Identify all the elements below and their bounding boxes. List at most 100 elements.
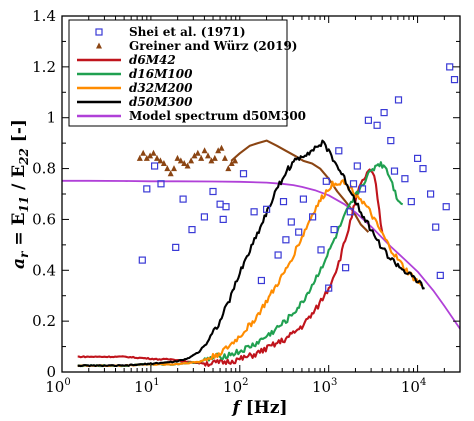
shei-data-point xyxy=(282,236,290,244)
greiner-data-point xyxy=(232,157,239,164)
shei-data-point xyxy=(373,121,381,129)
shei-data-point xyxy=(172,243,180,251)
shei-data-point xyxy=(216,200,224,208)
shei-data-point xyxy=(257,276,265,285)
legend-label: Shei et al. (1971) xyxy=(129,25,246,39)
shei-data-point xyxy=(274,251,282,259)
shei-data-point xyxy=(330,226,338,234)
legend: Shei et al. (1971)Greiner and Würz (2019… xyxy=(68,19,306,127)
y-tick-label: 0 xyxy=(46,363,56,381)
shei-data-point xyxy=(157,180,165,188)
shei-data-point xyxy=(419,165,427,173)
shei-data-point xyxy=(299,195,307,203)
shei-data-point xyxy=(325,284,333,292)
shei-data-point xyxy=(200,213,208,221)
greiner-data-point xyxy=(184,162,191,169)
legend-label: d50M300 xyxy=(129,95,193,109)
y-tick-label: 0.2 xyxy=(32,312,56,330)
x-tick-label: 101 xyxy=(134,377,159,396)
legend-label: d16M100 xyxy=(129,67,193,81)
greiner-data-point xyxy=(157,157,164,164)
greiner-data-point xyxy=(208,157,215,164)
shei-data-point xyxy=(342,264,350,272)
greiner-data-point xyxy=(150,149,157,156)
shei-data-point xyxy=(414,154,422,162)
shei-data-point xyxy=(450,75,459,84)
shei-data-point xyxy=(263,205,271,213)
greiner-data-point xyxy=(205,152,211,159)
greiner-data-point xyxy=(215,147,222,154)
greiner-data-point xyxy=(154,154,160,161)
greiner-data-point xyxy=(140,149,147,156)
greiner-data-point xyxy=(228,160,235,166)
greiner-data-point xyxy=(160,160,167,166)
shei-data-point xyxy=(335,147,343,155)
series-line-3 xyxy=(77,168,384,367)
shei-data-point xyxy=(222,203,230,211)
greiner-data-point xyxy=(136,154,143,161)
shei-data-point xyxy=(427,190,435,198)
shei-data-point xyxy=(390,167,399,175)
shei-data-point xyxy=(250,208,258,216)
greiner-data-point xyxy=(225,165,232,172)
x-tick-label: 102 xyxy=(223,377,248,396)
greiner-data-point xyxy=(174,154,181,161)
shei-data-point xyxy=(317,246,325,254)
greiner-data-point xyxy=(201,147,208,154)
shei-data-point xyxy=(407,198,415,206)
shei-data-point xyxy=(295,228,303,236)
shei-data-point xyxy=(346,208,354,216)
shei-data-point xyxy=(387,137,395,145)
legend-marker-square xyxy=(95,28,103,36)
data-layer xyxy=(62,63,460,368)
y-tick-label: 0.8 xyxy=(32,160,56,178)
shei-data-point xyxy=(138,256,146,264)
greiner-data-point xyxy=(181,160,188,166)
greiner-data-point xyxy=(177,157,184,164)
y-tick-label: 1 xyxy=(46,109,56,127)
shei-data-point xyxy=(436,271,444,279)
shei-data-point xyxy=(287,218,295,226)
legend-marker-triangle xyxy=(96,42,102,49)
greiner-data-point xyxy=(143,154,150,161)
y-tick-label: 0.4 xyxy=(32,261,56,279)
shei-data-point xyxy=(358,185,367,193)
greiner-data-point xyxy=(198,154,205,161)
greiner-data-point xyxy=(188,157,195,164)
x-tick-label: 100 xyxy=(45,377,70,396)
ticks-layer: 0 0.2 0.4 0.6 0.8 1 1.2 1.4 100 101 102 103 104 xyxy=(32,7,460,396)
shei-data-point xyxy=(188,226,196,234)
greiner-data-point xyxy=(171,165,177,172)
greiner-data-point xyxy=(211,154,218,161)
y-tick-label: 1.2 xyxy=(32,58,56,76)
greiner-data-point xyxy=(167,170,174,177)
y-axis-title: ar = E11 / E22 [-] xyxy=(9,119,31,269)
x-tick-label: 104 xyxy=(401,377,426,396)
greiner-data-point xyxy=(191,152,198,159)
greiner-data-point xyxy=(164,165,171,172)
greiner-data-point xyxy=(218,144,225,151)
shei-data-point xyxy=(322,177,330,185)
y-tick-label: 1.4 xyxy=(32,7,56,25)
series-line-5 xyxy=(77,179,423,368)
legend-label: Model spectrum d50M300 xyxy=(129,109,306,123)
shei-data-point xyxy=(179,195,187,203)
shei-data-point xyxy=(349,180,358,188)
legend-label: d6M42 xyxy=(129,53,176,67)
shei-data-point xyxy=(446,63,454,71)
shei-data-point xyxy=(401,175,409,183)
legend-label: Greiner and Würz (2019) xyxy=(129,39,297,53)
shei-data-point xyxy=(364,116,372,124)
series-line-6 xyxy=(77,139,425,368)
legend-label: d32M200 xyxy=(129,81,193,95)
shei-data-point xyxy=(442,203,450,211)
greiner-data-point xyxy=(194,149,201,156)
greiner-data-point xyxy=(147,152,154,159)
shei-data-point xyxy=(394,96,403,104)
shei-data-point xyxy=(239,170,248,178)
x-axis-title: f [Hz] xyxy=(231,398,287,418)
shei-data-point xyxy=(279,198,288,206)
shei-data-point xyxy=(380,108,388,117)
shei-data-point xyxy=(309,213,317,221)
